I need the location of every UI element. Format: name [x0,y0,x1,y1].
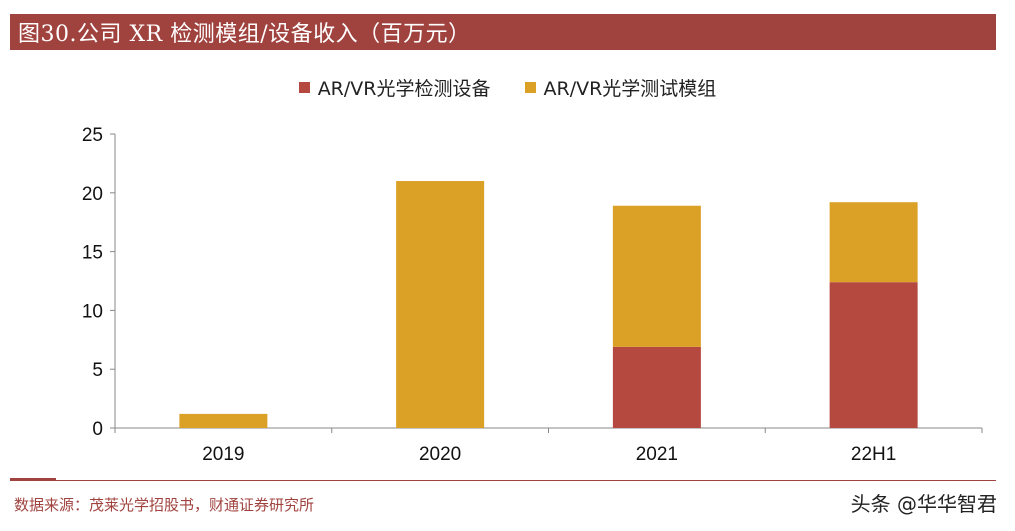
y-tick-label: 10 [82,301,103,322]
x-tick-label: 2021 [636,444,678,465]
bar-module-2019 [179,413,268,428]
bar-module-2021 [612,205,701,347]
legend-item-equipment: AR/VR光学检测设备 [298,74,491,101]
y-tick-label: 5 [92,360,103,381]
legend-swatch-equipment [298,82,310,93]
y-tick-label: 15 [82,243,103,264]
bar-equipment-2021 [612,346,701,428]
x-tick-label: 2020 [419,444,461,465]
figure-title: 图30.公司 XR 检测模组/设备收入（百万元） [18,22,471,47]
footer-accent-mark [10,478,56,481]
x-tick-label: 2019 [202,444,244,465]
x-tick-label: 22H1 [851,444,896,465]
footer-divider [10,480,996,481]
figure-title-bar: 图30.公司 XR 检测模组/设备收入（百万元） [10,14,996,50]
bar-module-2020 [396,181,485,428]
legend-label-module: AR/VR光学测试模组 [543,78,717,100]
legend-item-module: AR/VR光学测试模组 [524,74,717,101]
legend-swatch-module [524,82,536,93]
legend-label-equipment: AR/VR光学检测设备 [317,78,491,100]
y-tick-label: 25 [82,125,103,146]
source-note: 数据来源：茂莱光学招股书，财通证券研究所 [14,496,315,514]
watermark: 头条 @华华智君 [850,492,997,516]
bar-module-22H1 [829,202,918,283]
y-tick-label: 20 [82,184,103,205]
bar-equipment-22H1 [829,282,918,428]
chart-legend: AR/VR光学检测设备 AR/VR光学测试模组 [0,74,1015,101]
y-tick-label: 0 [92,419,103,440]
